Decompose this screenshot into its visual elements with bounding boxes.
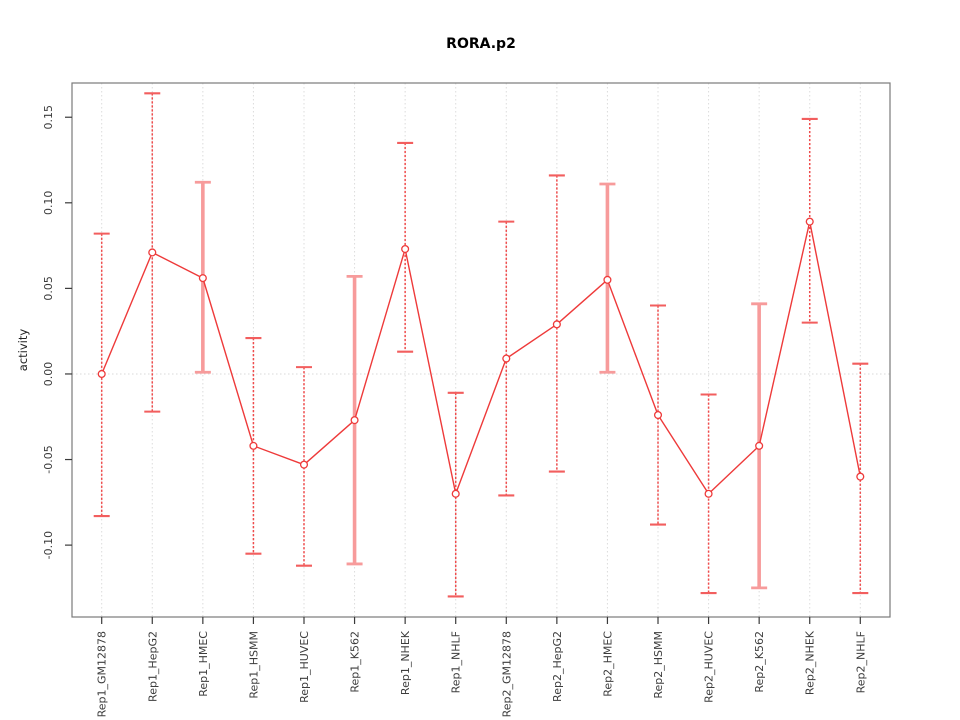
y-tick-label: -0.05	[42, 445, 55, 473]
x-tick-label: Rep2_HUVEC	[703, 631, 716, 703]
x-tick-label: Rep2_GM12878	[500, 631, 513, 717]
data-point	[603, 275, 612, 284]
x-tick-label: Rep1_K562	[349, 631, 362, 693]
x-tick-label: Rep2_NHEK	[804, 630, 817, 695]
x-tick-label: Rep1_HepG2	[146, 631, 159, 702]
x-tick-label: Rep1_HSMM	[247, 631, 260, 699]
y-tick-label: 0.00	[42, 362, 55, 387]
x-tick-label: Rep2_K562	[753, 631, 766, 693]
x-tick-label: Rep1_GM12878	[96, 631, 109, 717]
data-point	[805, 217, 814, 226]
y-tick-label: -0.10	[42, 531, 55, 559]
x-tick-label: Rep1_HUVEC	[298, 631, 311, 703]
x-tick-label: Rep1_NHLF	[450, 631, 463, 693]
x-tick-label: Rep1_NHEK	[399, 630, 412, 695]
x-tick-label: Rep2_NHLF	[854, 631, 867, 693]
y-tick-label: 0.10	[42, 191, 55, 216]
data-point	[451, 489, 460, 498]
x-tick-label: Rep2_HMEC	[601, 631, 614, 697]
data-point	[856, 472, 865, 481]
data-point	[653, 410, 663, 420]
plot-frame	[71, 82, 891, 618]
x-tick-label: Rep2_HepG2	[551, 631, 564, 702]
x-tick-label: Rep1_HMEC	[197, 631, 210, 697]
data-point	[502, 354, 511, 363]
data-point	[299, 460, 309, 469]
data-point	[704, 489, 713, 498]
data-point	[350, 416, 359, 425]
data-point	[249, 441, 258, 450]
y-tick-label: 0.05	[42, 276, 55, 301]
data-point	[148, 248, 157, 257]
x-tick-label: Rep2_HSMM	[652, 631, 665, 699]
data-point	[755, 441, 764, 450]
chart-title: RORA.p2	[446, 36, 516, 52]
data-point	[552, 320, 561, 329]
plot-area: -0.10 -0.05 0.00 0.05 0.10 0.15 Rep1_GM12878 Re…	[42, 82, 891, 717]
y-axis-label: activity	[16, 329, 30, 372]
data-point	[198, 274, 207, 283]
series-line	[101, 220, 861, 495]
y-tick-label: 0.15	[42, 105, 55, 130]
data-point	[97, 369, 106, 379]
data-point	[401, 244, 410, 254]
